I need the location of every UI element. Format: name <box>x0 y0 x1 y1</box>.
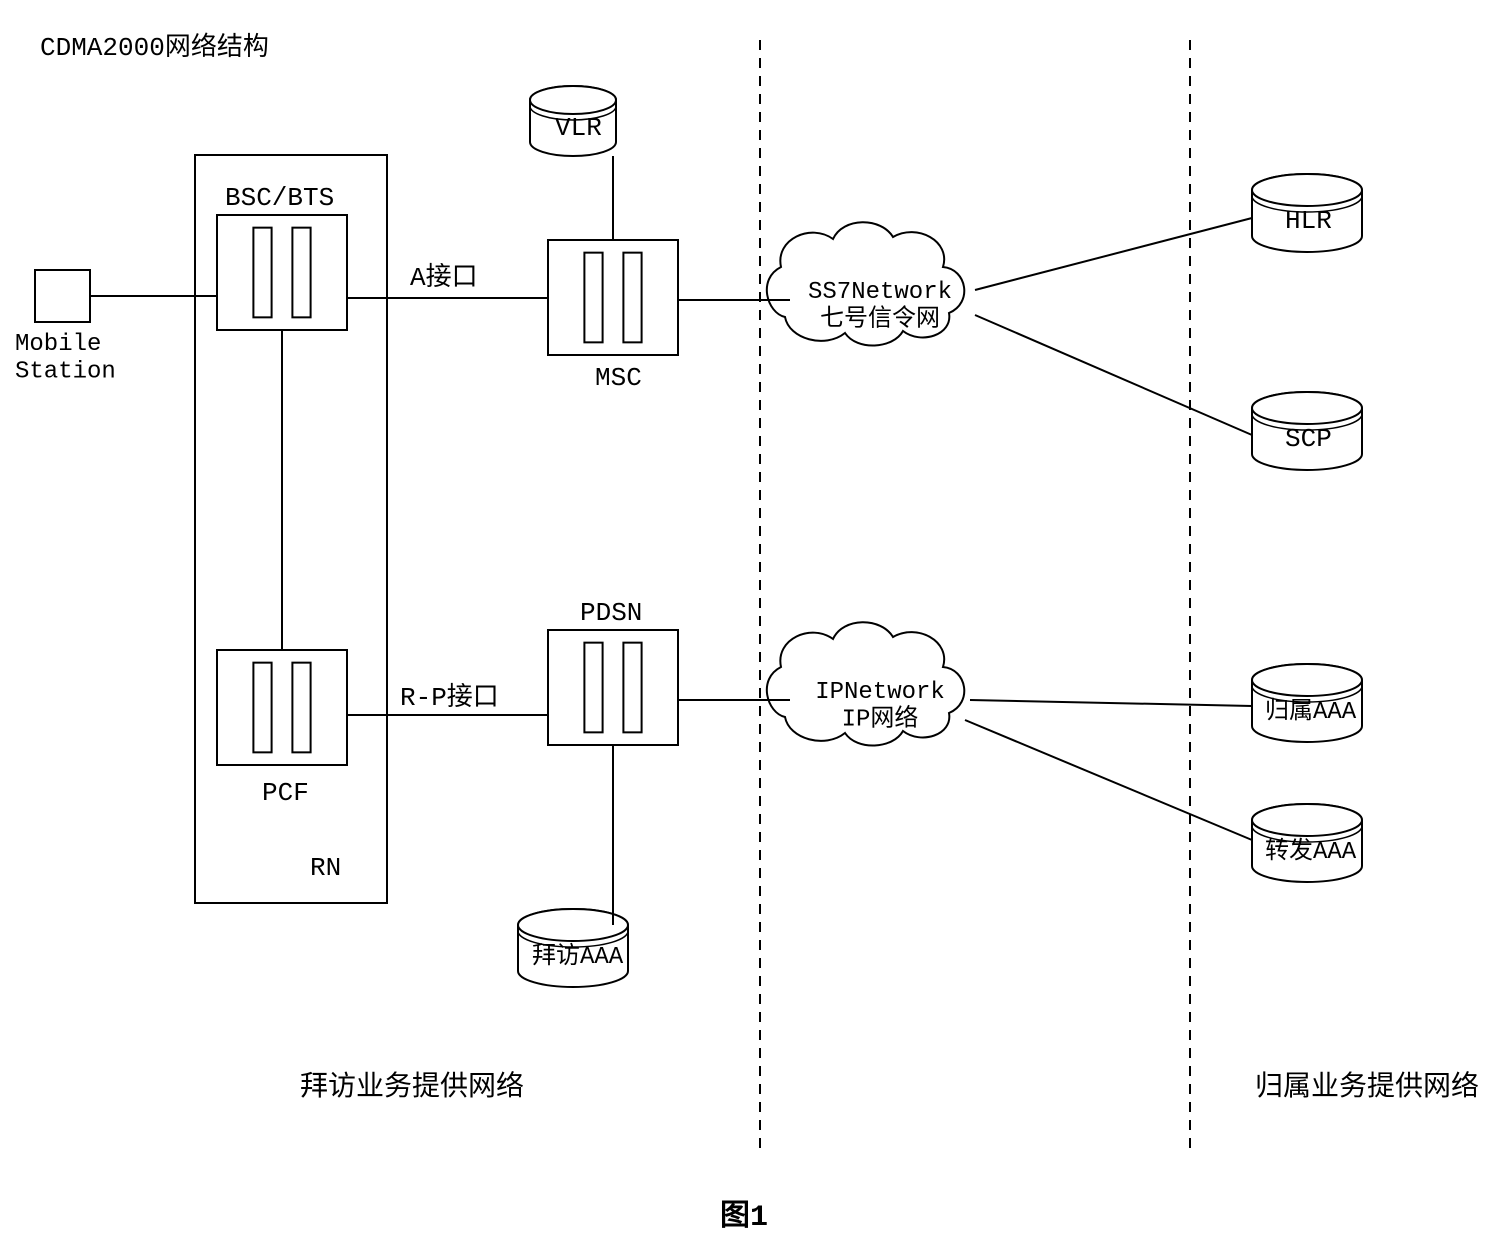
pcf-node <box>217 650 347 765</box>
pdsn-node <box>548 630 678 745</box>
edge-ss7-scp <box>975 315 1252 435</box>
visited-network-label: 拜访业务提供网络 <box>300 1070 524 1104</box>
bsc-bts-node <box>217 215 347 330</box>
home-aaa-label: 归属AAA <box>1265 697 1357 726</box>
msc-label: MSC <box>595 363 642 393</box>
msc-node <box>548 240 678 355</box>
edge-ip-home_aaa <box>970 700 1252 706</box>
home-network-label: 归属业务提供网络 <box>1255 1070 1479 1104</box>
vlr-label: VLR <box>555 113 602 143</box>
diagram-title: CDMA2000网络结构 <box>40 32 269 63</box>
pcf-label: PCF <box>262 778 309 808</box>
bsc-bts-label: BSC/BTS <box>225 183 334 213</box>
a-interface-label: A接口 <box>410 262 478 293</box>
forward-aaa-label: 转发AAA <box>1265 837 1357 866</box>
scp-label: SCP <box>1285 424 1332 454</box>
rp-interface-label: R-P接口 <box>400 682 499 713</box>
rn-label: RN <box>310 853 341 883</box>
figure-caption: 图1 <box>720 1200 768 1235</box>
mobile-station-label: MobileStation <box>15 331 116 386</box>
pdsn-label: PDSN <box>580 598 642 628</box>
ss7-cloud-label: SS7Network七号信令网 <box>808 279 952 334</box>
visit-aaa-label: 拜访AAA <box>532 942 624 971</box>
hlr-label: HLR <box>1285 206 1332 236</box>
edge-ss7-hlr <box>975 218 1252 290</box>
mobile-station-box <box>35 270 90 322</box>
edge-ip-fw_aaa <box>965 720 1252 840</box>
